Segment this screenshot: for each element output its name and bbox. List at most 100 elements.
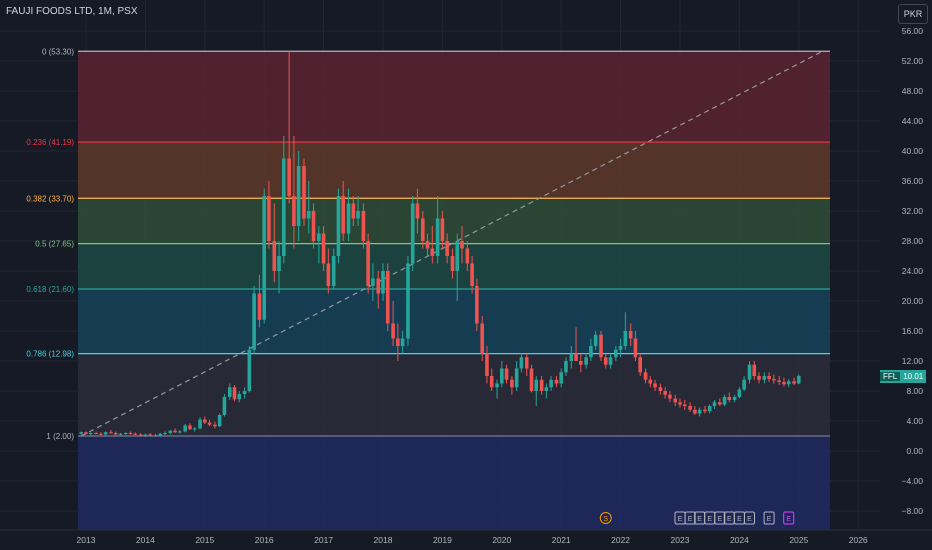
candle-body [579, 361, 583, 365]
candle-body [153, 435, 158, 437]
fib-zone [78, 353, 830, 436]
currency-button[interactable]: PKR [898, 4, 928, 24]
candle-body [88, 433, 93, 434]
candle-body [267, 196, 271, 241]
candle-body [346, 203, 351, 234]
candle-body [371, 278, 375, 286]
time-axis[interactable]: 2013 2014 2015 2016 2017 2018 2019 2020 2021 2022… [0, 529, 932, 550]
candle-body [296, 166, 301, 226]
candle-body [207, 422, 212, 425]
candle-body [534, 379, 539, 391]
candle-body [489, 376, 494, 388]
candle-body [732, 397, 737, 400]
candle-body [213, 424, 217, 427]
candle-body [757, 376, 761, 380]
candle-body [792, 381, 796, 384]
time-tick-label: 2015 [195, 535, 214, 545]
candle-body [163, 433, 167, 434]
candle-body [539, 379, 544, 391]
candle-body [544, 387, 549, 391]
candle-body [317, 233, 321, 241]
price-tick-label: 8.00 [906, 386, 923, 396]
split-event-marker [599, 512, 612, 524]
candle-body [529, 368, 534, 391]
candle-body [311, 211, 316, 241]
candle-body [688, 406, 692, 410]
candle-body [682, 404, 687, 406]
time-tick-label: 2017 [314, 535, 333, 545]
candle-body [673, 398, 678, 403]
candle-body [94, 433, 98, 434]
trend-line[interactable] [80, 50, 823, 437]
candle-body [450, 256, 455, 271]
candle-body [524, 357, 529, 369]
candle-body [366, 241, 370, 286]
price-tick-label: 4.00 [906, 416, 923, 426]
fib-retracement[interactable]: 0 (53.30) 0.236 (41.19) 0.382 (33.70) 0.5 (… [26, 47, 830, 530]
event-marker-label: E [786, 516, 791, 523]
price-tick-label: −8.00 [901, 506, 923, 516]
candle-body [435, 218, 440, 256]
candle-body [103, 432, 108, 435]
candle-body [638, 357, 643, 373]
event-marker-label: E [688, 516, 693, 523]
candle-body [707, 406, 712, 412]
candle-body [99, 433, 103, 435]
candle-body [361, 211, 366, 241]
candle-body [203, 419, 207, 423]
event-marker-label: E [737, 516, 742, 523]
last-price-tag: FFL 10.01 [880, 370, 927, 383]
candle-body [500, 368, 504, 384]
fib-level-label: 0.236 (41.19) [26, 138, 74, 147]
candle-body [232, 387, 237, 400]
earnings-event-marker [763, 511, 775, 525]
candle-body [465, 248, 470, 264]
candle-body [455, 241, 460, 271]
candle-body [138, 434, 143, 436]
chart-title: FAUJI FOODS LTD, 1M, PSX [6, 6, 138, 17]
candle-body [287, 158, 291, 196]
candle-body [574, 353, 578, 361]
candle-body [569, 353, 574, 361]
price-tick-label: −4.00 [901, 476, 923, 486]
candle-body [772, 379, 776, 381]
price-tick-label: 32.00 [902, 206, 924, 216]
candle-body [385, 271, 390, 324]
candle-body [777, 380, 781, 382]
candle-body [599, 334, 603, 358]
candle-body [445, 241, 449, 256]
time-tick-label: 2019 [433, 535, 452, 545]
candle-body [608, 357, 613, 365]
fib-zone [78, 289, 830, 354]
candle-body [430, 248, 435, 256]
candle-body [341, 196, 346, 234]
candle-body [727, 397, 732, 400]
price-axis[interactable]: 56.00 52.00 48.00 44.00 40.00 36.00 32.00 28.00… [901, 26, 923, 516]
candle-body [504, 368, 509, 380]
candle-body [485, 353, 489, 376]
earnings-event-marker [743, 511, 755, 525]
candle-body [697, 409, 702, 414]
candle-body [786, 381, 791, 385]
event-marker-label: E [707, 516, 712, 523]
time-tick-label: 2025 [789, 535, 808, 545]
fib-level-label: 0.786 (12.98) [26, 350, 74, 359]
fib-zone [78, 51, 830, 143]
candle-body [633, 338, 638, 358]
candle-body [351, 203, 356, 219]
candle-body [495, 383, 499, 388]
time-tick-label: 2013 [77, 535, 96, 545]
candle-body [143, 434, 148, 436]
candle-body [198, 419, 202, 429]
event-marker-label: E [697, 516, 702, 523]
candle-body [123, 433, 128, 434]
time-tick-label: 2023 [671, 535, 690, 545]
candle-body [614, 349, 618, 358]
candle-body [762, 376, 767, 380]
candle-body [158, 433, 163, 436]
candle-body [326, 263, 331, 286]
candle-body [440, 218, 445, 241]
candle-body [222, 397, 227, 415]
